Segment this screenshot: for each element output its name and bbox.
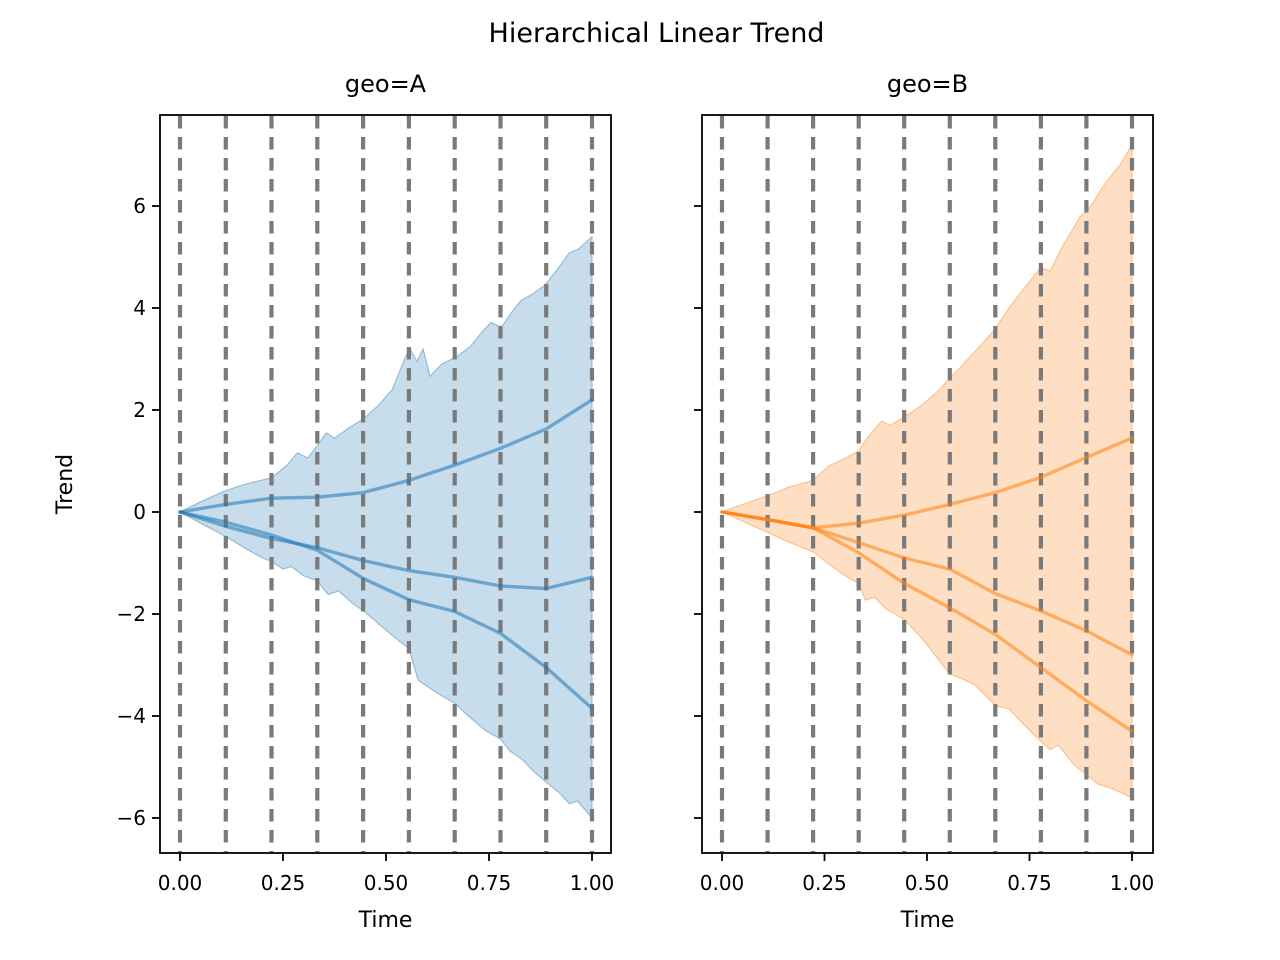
x-axis-label-geo-b: Time (900, 908, 955, 933)
uncertainty-band-geo-a (179, 236, 593, 819)
y-tick-label: −2 (116, 602, 146, 626)
y-tick-label: −6 (116, 806, 146, 830)
x-tick-label: 1.00 (569, 871, 615, 895)
x-tick-label: 0.00 (699, 871, 745, 895)
trend-sample-1-geo-a (178, 398, 594, 514)
trend-sample-2-geo-a (178, 510, 594, 591)
trend-sample-3-geo-b (720, 510, 1134, 733)
x-tick-label: 0.25 (802, 871, 847, 895)
x-tick-label: 0.75 (466, 871, 512, 895)
figure-title: Hierarchical Linear Trend (488, 18, 825, 49)
y-tick-label: 4 (133, 296, 146, 320)
y-axis-label: Trend (53, 453, 78, 515)
x-tick-label: 0.50 (363, 871, 409, 895)
x-tick-label: 0.25 (260, 871, 306, 895)
x-axis-label-geo-a: Time (358, 908, 413, 933)
y-tick-label: −4 (116, 704, 146, 728)
x-tick-label: 1.00 (1109, 871, 1155, 895)
subplot-title-geo-b: geo=B (886, 70, 969, 98)
trend-sample-3-geo-a (178, 510, 594, 711)
x-tick-label: 0.00 (157, 871, 203, 895)
uncertainty-band-geo-b (721, 144, 1133, 799)
y-tick-label: 0 (133, 500, 146, 524)
y-tick-label: 2 (133, 398, 146, 422)
x-tick-label: 0.50 (904, 871, 950, 895)
x-tick-label: 0.75 (1007, 871, 1052, 895)
subplot-title-geo-a: geo=A (344, 70, 427, 98)
y-tick-label: 6 (133, 194, 146, 218)
